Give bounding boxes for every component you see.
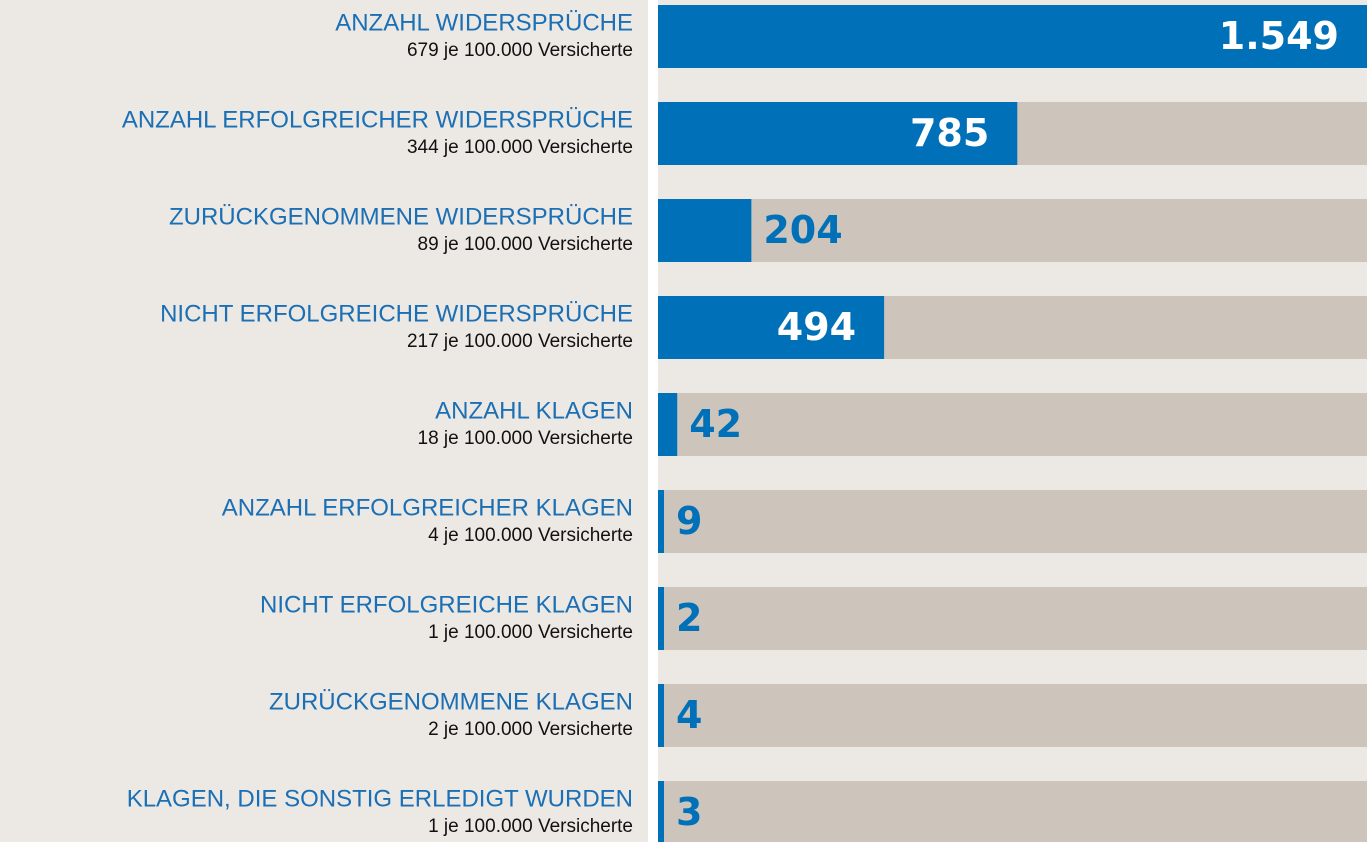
bar (658, 102, 1018, 165)
category-label: ANZAHL ERFOLGREICHER KLAGEN (222, 494, 633, 521)
category-sublabel: 344 je 100.000 Versicherte (407, 137, 633, 158)
category-label: ANZAHL KLAGEN (435, 397, 633, 424)
value-label: 42 (689, 402, 742, 446)
bar (658, 296, 885, 359)
bar-track (658, 393, 1367, 456)
category-sublabel: 2 je 100.000 Versicherte (428, 719, 633, 740)
bar-track (658, 490, 1367, 553)
bar-track (658, 199, 1367, 262)
bar-track (658, 684, 1367, 747)
value-label: 9 (676, 499, 702, 543)
value-label: 785 (910, 111, 989, 155)
value-label: 204 (763, 208, 842, 252)
bar-track (658, 587, 1367, 650)
category-label: ANZAHL ERFOLGREICHER WIDERSPRÜCHE (122, 106, 633, 133)
bar (658, 684, 664, 747)
category-sublabel: 1 je 100.000 Versicherte (428, 816, 633, 837)
separator (648, 0, 658, 842)
bar-track (658, 781, 1367, 842)
bar (658, 587, 664, 650)
category-sublabel: 89 je 100.000 Versicherte (418, 234, 634, 255)
category-sublabel: 18 je 100.000 Versicherte (418, 428, 634, 449)
category-label: ZURÜCKGENOMMENE KLAGEN (269, 688, 633, 715)
bar (658, 393, 678, 456)
value-label: 4 (676, 693, 702, 737)
category-label: KLAGEN, DIE SONSTIG ERLEDIGT WURDEN (127, 785, 633, 812)
category-label: ANZAHL WIDERSPRÜCHE (335, 9, 633, 36)
category-sublabel: 4 je 100.000 Versicherte (428, 525, 633, 546)
bar (658, 5, 1367, 68)
category-sublabel: 1 je 100.000 Versicherte (428, 622, 633, 643)
bar (658, 199, 752, 262)
category-label: NICHT ERFOLGREICHE WIDERSPRÜCHE (160, 300, 633, 327)
category-label: NICHT ERFOLGREICHE KLAGEN (260, 591, 633, 618)
category-label: ZURÜCKGENOMMENE WIDERSPRÜCHE (169, 203, 633, 230)
bar (658, 781, 664, 842)
value-label: 2 (676, 596, 702, 640)
value-label: 3 (676, 790, 702, 834)
bar (658, 490, 664, 553)
value-label: 1.549 (1219, 14, 1339, 58)
category-sublabel: 217 je 100.000 Versicherte (407, 331, 633, 352)
category-sublabel: 679 je 100.000 Versicherte (407, 40, 633, 61)
value-label: 494 (777, 305, 856, 349)
